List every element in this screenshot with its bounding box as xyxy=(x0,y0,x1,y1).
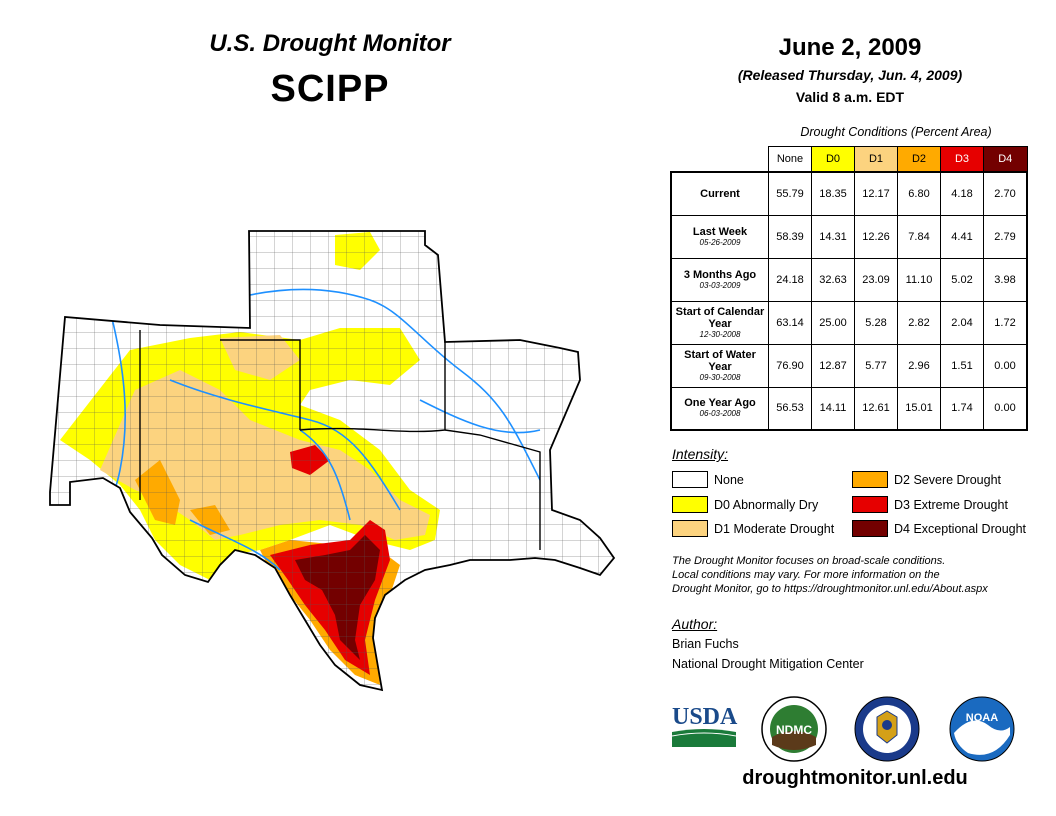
column-header: D3 xyxy=(940,146,984,173)
column-header: D4 xyxy=(983,146,1028,173)
table-row: 3 Months Ago 03-03-2009 24.18 32.63 23.09 11.… xyxy=(670,257,1028,302)
table-cell: 18.35 xyxy=(811,171,855,216)
table-cell: 63.14 xyxy=(768,300,812,345)
row-label: One Year Ago 06-03-2008 xyxy=(670,386,769,431)
table-cell: 2.04 xyxy=(940,300,984,345)
table-row: Current 55.79 18.35 12.17 6.80 4.18 2.70 xyxy=(670,171,1028,216)
legend-label: D3 Extreme Drought xyxy=(894,497,1008,512)
usda-logo: USDA xyxy=(671,704,738,747)
table-cell: 2.79 xyxy=(983,214,1028,259)
legend-swatch xyxy=(852,520,888,537)
table-cell: 0.00 xyxy=(983,343,1028,388)
table-cell: 6.80 xyxy=(897,171,941,216)
legend-item-d3: D3 Extreme Drought xyxy=(852,496,1008,513)
date-title: June 2, 2009 xyxy=(778,34,922,61)
legend-label: D1 Moderate Drought xyxy=(714,521,835,536)
disclaimer-line: The Drought Monitor focuses on broad-sca… xyxy=(672,555,946,567)
commerce-seal xyxy=(854,696,920,762)
table-cell: 5.02 xyxy=(940,257,984,302)
table-cell: 76.90 xyxy=(768,343,812,388)
table-row: One Year Ago 06-03-2008 56.53 14.11 12.61 15.… xyxy=(670,386,1028,431)
usda-logo-text: USDA xyxy=(672,704,738,730)
table-cell: 2.70 xyxy=(983,171,1028,216)
legend-item-d0: D0 Abnormally Dry xyxy=(672,496,818,513)
region-name: SCIPP xyxy=(270,68,390,110)
table-caption: Drought Conditions (Percent Area) xyxy=(800,125,992,139)
legend-heading: Intensity: xyxy=(672,446,729,462)
legend-label: None xyxy=(714,472,744,487)
table-cell: 5.28 xyxy=(854,300,898,345)
table-cell: 2.82 xyxy=(897,300,941,345)
legend-label: D2 Severe Drought xyxy=(894,472,1002,487)
table-cell: 7.84 xyxy=(897,214,941,259)
table-cell: 1.72 xyxy=(983,300,1028,345)
table-cell: 4.41 xyxy=(940,214,984,259)
disclaimer-line: Local conditions may vary. For more info… xyxy=(672,569,940,581)
table-cell: 1.74 xyxy=(940,386,984,431)
disclaimer-line: Drought Monitor, go to https://droughtmo… xyxy=(672,583,988,595)
table-cell: 4.18 xyxy=(940,171,984,216)
column-header: D0 xyxy=(811,146,855,173)
valid-time: Valid 8 a.m. EDT xyxy=(795,89,905,105)
table-row: Start of Water Year 09-30-2008 76.90 12.87 5… xyxy=(670,343,1028,388)
ndmc-logo: NDMC xyxy=(761,696,827,762)
legend-item-d1: D1 Moderate Drought xyxy=(672,520,834,537)
author-heading: Author: xyxy=(672,616,718,632)
row-label: Start of Water Year 09-30-2008 xyxy=(670,343,769,388)
table-cell: 5.77 xyxy=(854,343,898,388)
table-cell: 32.63 xyxy=(811,257,855,302)
table-cell: 11.10 xyxy=(897,257,941,302)
legend-item-d2: D2 Severe Drought xyxy=(852,471,1001,488)
legend-swatch xyxy=(852,496,888,513)
noaa-logo: NOAA xyxy=(949,696,1015,762)
legend-item-d4: D4 Exceptional Drought xyxy=(852,520,1026,537)
table-row: Start of Calendar Year 12-30-2008 63.14 25.… xyxy=(670,300,1028,345)
column-header: D1 xyxy=(854,146,898,173)
legend-label: D0 Abnormally Dry xyxy=(714,497,819,512)
table-cell: 56.53 xyxy=(768,386,812,431)
legend-item-none: None xyxy=(672,471,744,488)
legend-swatch xyxy=(852,471,888,488)
table-cell: 12.61 xyxy=(854,386,898,431)
table-cell: 12.26 xyxy=(854,214,898,259)
table-cell: 0.00 xyxy=(983,386,1028,431)
noaa-logo-text: NOAA xyxy=(966,712,998,724)
author-org: National Drought Mitigation Center xyxy=(672,657,864,671)
table-cell: 24.18 xyxy=(768,257,812,302)
legend-swatch xyxy=(672,471,708,488)
ndmc-logo-text: NDMC xyxy=(776,723,812,737)
table-cell: 14.11 xyxy=(811,386,855,431)
table-body: Current 55.79 18.35 12.17 6.80 4.18 2.70 Last W… xyxy=(670,171,1028,431)
author-name: Brian Fuchs xyxy=(672,637,739,651)
legend-swatch xyxy=(672,496,708,513)
table-cell: 2.96 xyxy=(897,343,941,388)
row-label: 3 Months Ago 03-03-2009 xyxy=(670,257,769,302)
row-label: Last Week 05-26-2009 xyxy=(670,214,769,259)
legend-swatch xyxy=(672,520,708,537)
legend-label: D4 Exceptional Drought xyxy=(894,521,1027,536)
map-title: U.S. Drought Monitor xyxy=(209,30,451,57)
table-cell: 3.98 xyxy=(983,257,1028,302)
column-header: D2 xyxy=(897,146,941,173)
table-cell: 12.17 xyxy=(854,171,898,216)
drought-map xyxy=(49,230,615,691)
row-label: Current xyxy=(670,171,769,216)
column-header: None xyxy=(768,146,812,173)
table-cell: 1.51 xyxy=(940,343,984,388)
table-corner xyxy=(671,147,769,173)
table-cell: 23.09 xyxy=(854,257,898,302)
row-label: Start of Calendar Year 12-30-2008 xyxy=(670,300,769,345)
table-row: Last Week 05-26-2009 58.39 14.31 12.26 7.84 4.… xyxy=(670,214,1028,259)
table-cell: 15.01 xyxy=(897,386,941,431)
table-cell: 14.31 xyxy=(811,214,855,259)
disclaimer-text: The Drought Monitor focuses on broad-sca… xyxy=(672,554,1042,596)
table-cell: 55.79 xyxy=(768,171,812,216)
table-cell: 58.39 xyxy=(768,214,812,259)
footer-url[interactable]: droughtmonitor.unl.edu xyxy=(742,767,968,789)
drought-stats-table: None D0 D1 D2 D3 D4 Current 55.79 18.35 12.… xyxy=(670,146,1028,431)
release-date: (Released Thursday, Jun. 4, 2009) xyxy=(737,67,963,83)
table-cell: 12.87 xyxy=(811,343,855,388)
table-cell: 25.00 xyxy=(811,300,855,345)
